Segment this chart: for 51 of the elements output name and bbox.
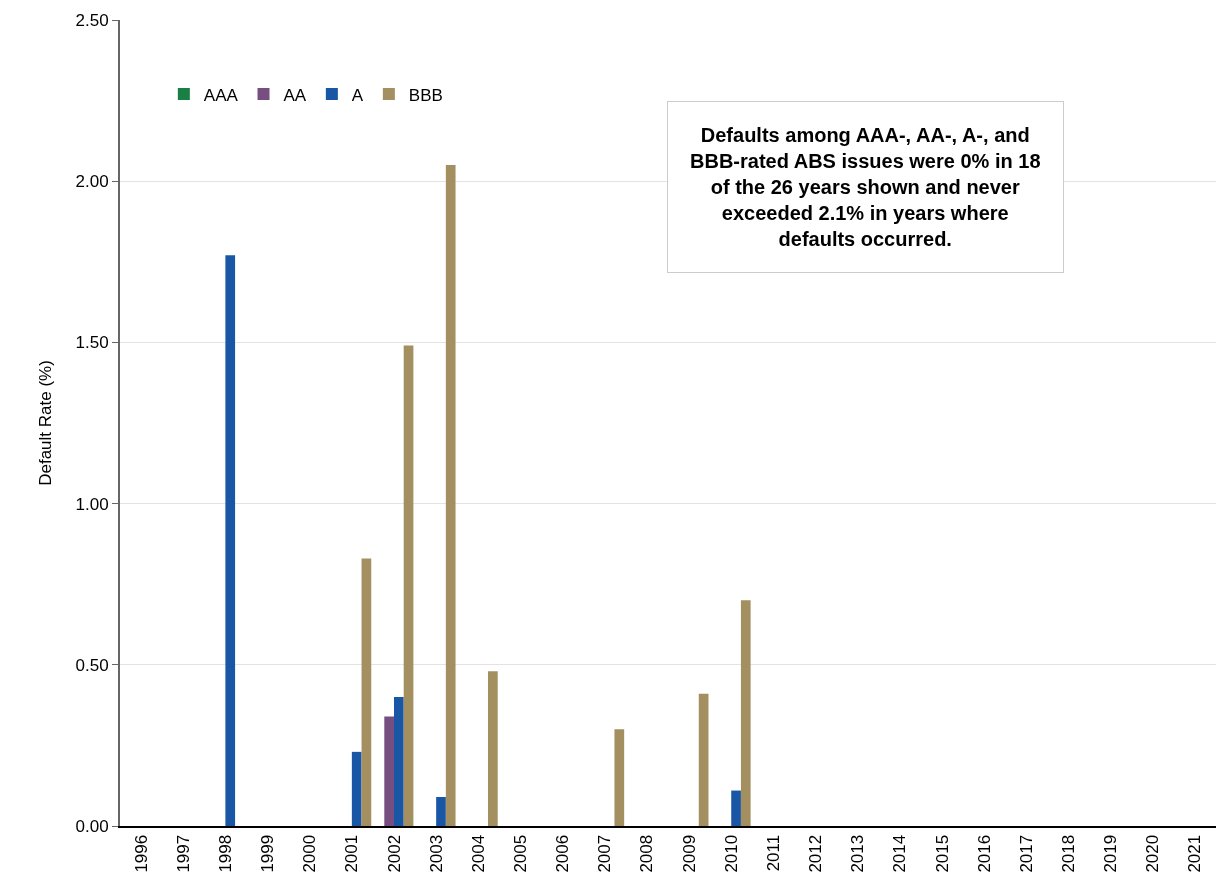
x-tick-label: 2017 — [1016, 834, 1036, 873]
x-tick-label: 2012 — [806, 834, 826, 873]
x-tick-label: 2001 — [342, 834, 362, 873]
bar — [403, 345, 414, 826]
y-tick-label: 0.50 — [75, 655, 109, 675]
bar — [394, 697, 404, 826]
y-tick-label: 2.00 — [75, 172, 109, 192]
bar — [225, 255, 236, 826]
bar — [698, 693, 709, 826]
x-tick-label: 1999 — [258, 834, 278, 873]
x-tick-label: 2013 — [848, 834, 868, 873]
x-tick-label: 2019 — [1101, 834, 1121, 873]
x-tick-label: 2004 — [468, 834, 488, 873]
x-tick-label: 2005 — [510, 834, 530, 873]
bar — [740, 600, 751, 826]
legend-label: AAA — [203, 85, 239, 105]
y-axis-title: Default Rate (%) — [35, 360, 55, 486]
bar — [614, 729, 625, 826]
x-tick-label: 2008 — [637, 834, 657, 873]
y-tick-label: 2.50 — [75, 10, 109, 30]
x-tick-label: 2011 — [763, 834, 783, 872]
x-tick-label: 1997 — [173, 834, 193, 873]
x-tick-label: 2010 — [721, 834, 741, 873]
legend-label: AA — [283, 85, 307, 105]
y-tick-label: 1.50 — [75, 333, 109, 353]
x-tick-label: 2003 — [426, 834, 446, 873]
x-tick-label: 2002 — [384, 834, 404, 873]
bar — [361, 558, 372, 826]
x-tick-label: 2007 — [595, 834, 615, 873]
legend-label: BBB — [408, 85, 443, 105]
x-tick-label: 1996 — [131, 834, 151, 873]
x-tick-label: 2015 — [932, 834, 952, 873]
x-tick-label: 2021 — [1185, 834, 1205, 873]
bar — [436, 796, 446, 826]
x-tick-label: 2000 — [300, 834, 320, 873]
bar — [731, 790, 741, 826]
legend-label: A — [351, 85, 364, 105]
x-tick-label: 2018 — [1058, 834, 1078, 873]
annotation: Defaults among AAA-, AA-, A-, and BBB-rated ABS issues were 0% in 18 of the 26 years shown and never exceeded 2.1% in years where defaults occurred. — [690, 124, 1041, 250]
bar — [384, 716, 394, 826]
bar — [351, 751, 362, 826]
bar — [488, 671, 498, 826]
x-tick-label: 2016 — [974, 834, 994, 873]
x-tick-label: 2014 — [890, 834, 910, 873]
x-tick-label: 1998 — [215, 834, 235, 873]
x-tick-label: 2020 — [1143, 834, 1163, 873]
x-tick-label: 2009 — [679, 834, 699, 873]
bar — [445, 165, 456, 826]
y-tick-label: 0.00 — [75, 816, 109, 836]
x-tick-label: 2006 — [553, 834, 573, 873]
y-tick-label: 1.00 — [75, 494, 109, 514]
